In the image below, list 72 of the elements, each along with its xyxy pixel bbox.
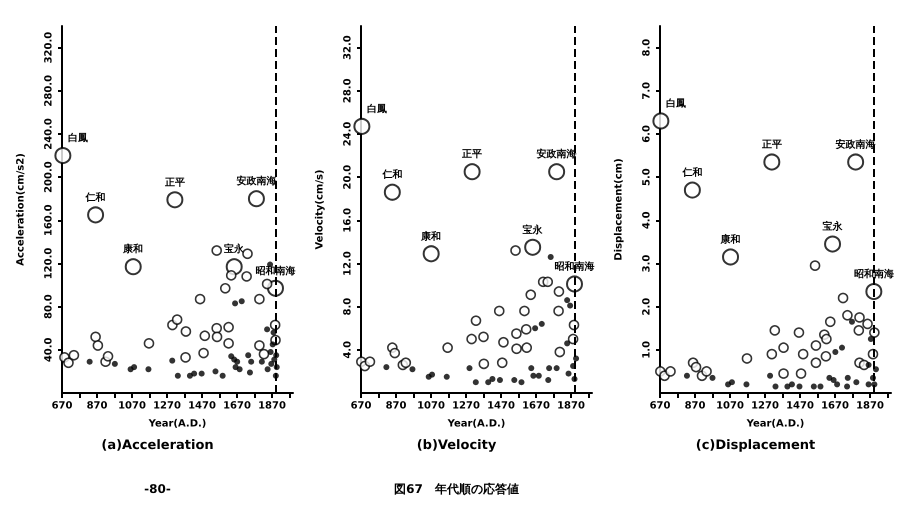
y-tick-label: 1.0 bbox=[642, 340, 652, 359]
x-tick-label: 670 bbox=[350, 400, 372, 412]
x-tick-label: 1070 bbox=[118, 400, 146, 412]
x-tick-label: 1270 bbox=[153, 400, 181, 412]
y-tick-label: 7.0 bbox=[642, 82, 652, 100]
y-tick-label: 240.0 bbox=[44, 118, 54, 150]
x-tick-label: 870 bbox=[684, 400, 706, 412]
annotation: 仁和 bbox=[381, 168, 402, 181]
y-axis-title: Velocity(cm/s) bbox=[314, 169, 326, 250]
annotation: 康和 bbox=[420, 230, 442, 242]
y-tick-label: 280.0 bbox=[44, 74, 54, 107]
y-tick-label: 20.0 bbox=[342, 164, 354, 190]
x-tick-label: 870 bbox=[386, 400, 406, 412]
x-tick-label: 1670 bbox=[223, 400, 251, 412]
x-axis-title: Year(A.D.) bbox=[148, 418, 206, 430]
x-tick-label: 1870 bbox=[258, 400, 286, 412]
text: (a)Acceleration bbox=[101, 438, 214, 453]
x-tick-label: 1670 bbox=[522, 400, 550, 412]
y-tick-label: 12.0 bbox=[342, 251, 354, 276]
annotation: 正平 bbox=[164, 177, 185, 188]
annotation: 宝永 bbox=[522, 224, 544, 236]
text: -80- bbox=[144, 482, 171, 496]
x-tick-label: 870 bbox=[86, 400, 108, 412]
annotation: 宝永 bbox=[822, 220, 844, 233]
annotation: 白鳳 bbox=[367, 102, 387, 115]
y-tick-label: 6.0 bbox=[642, 125, 652, 143]
y-axis-title: Displacement(cm) bbox=[614, 158, 624, 261]
x-tick-label: 1270 bbox=[751, 400, 779, 412]
y-tick-label: 16.0 bbox=[342, 208, 354, 233]
y-tick-label: 8.0 bbox=[342, 298, 354, 316]
annotation: 白鳳 bbox=[68, 132, 88, 144]
caption: 図67 年代順の応答値 bbox=[394, 482, 519, 496]
x-tick-label: 670 bbox=[650, 400, 670, 412]
y-axis-title: Acceleration(cm/s2) bbox=[16, 153, 26, 266]
y-tick-label: 3.0 bbox=[642, 254, 652, 272]
y-tick-label: 40.0 bbox=[44, 337, 54, 362]
x-tick-label: 1470 bbox=[786, 400, 814, 412]
y-tick-label: 2.0 bbox=[642, 298, 652, 316]
x-tick-label: 1870 bbox=[557, 400, 585, 412]
y-tick-label: 8.0 bbox=[642, 38, 652, 56]
annotation: 正平 bbox=[760, 140, 782, 151]
annotation: 仁和 bbox=[84, 191, 106, 204]
x-axis-title: Year(A.D.) bbox=[446, 418, 506, 430]
annotation: 康和 bbox=[720, 233, 741, 246]
y-tick-label: 320.0 bbox=[44, 32, 54, 64]
x-tick-label: 1870 bbox=[856, 400, 884, 412]
x-tick-label: 1070 bbox=[716, 400, 744, 412]
y-tick-label: 80.0 bbox=[44, 294, 54, 319]
x-tick-label: 1670 bbox=[821, 400, 849, 412]
text: (b)Velocity bbox=[416, 438, 497, 453]
annotation: 安政南海 bbox=[236, 175, 276, 188]
annotation: 宝永 bbox=[224, 243, 246, 256]
annotation: 康和 bbox=[122, 243, 144, 256]
y-tick-label: 160.0 bbox=[44, 204, 54, 236]
x-tick-label: 1270 bbox=[452, 400, 480, 412]
x-tick-label: 1070 bbox=[417, 400, 445, 412]
y-tick-label: 28.0 bbox=[342, 78, 354, 104]
x-axis-title: Year(A.D.) bbox=[746, 418, 804, 430]
x-tick-label: 1470 bbox=[487, 400, 515, 412]
y-tick-label: 24.0 bbox=[342, 122, 354, 146]
text: (c)Displacement bbox=[696, 438, 816, 453]
y-tick-label: 4.0 bbox=[642, 211, 652, 230]
annotation: 仁和 bbox=[681, 166, 702, 179]
x-tick-label: 670 bbox=[52, 400, 72, 412]
y-tick-label: 5.0 bbox=[642, 168, 652, 186]
x-tick-label: 1470 bbox=[188, 400, 216, 412]
y-tick-label: 200.0 bbox=[44, 161, 54, 193]
y-tick-label: 4.0 bbox=[342, 340, 354, 359]
annotation: 正平 bbox=[461, 149, 482, 160]
y-tick-label: 32.0 bbox=[342, 35, 354, 60]
annotation: 白鳳 bbox=[666, 97, 686, 110]
y-tick-label: 120.0 bbox=[44, 248, 54, 280]
